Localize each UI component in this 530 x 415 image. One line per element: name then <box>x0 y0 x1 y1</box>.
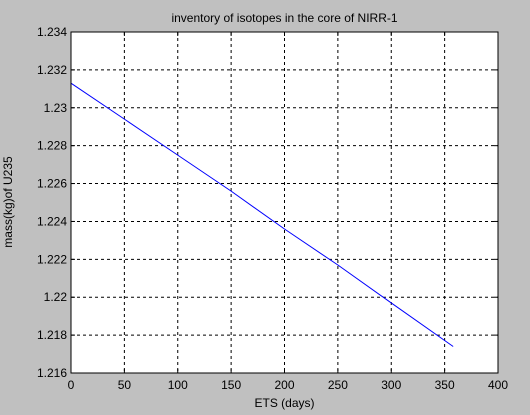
y-tick-label: 1.222 <box>37 252 67 266</box>
x-tick-label: 300 <box>381 378 401 392</box>
x-tick-labels: 0 50 100 150 200 250 300 350 400 <box>68 378 509 392</box>
y-tick-label: 1.23 <box>44 101 68 115</box>
x-tick-label: 150 <box>221 378 241 392</box>
series-line <box>70 82 454 347</box>
grid-layer <box>71 32 498 373</box>
x-axis-label: ETS (days) <box>254 396 314 410</box>
tick-layer <box>70 31 499 374</box>
y-tick-label: 1.22 <box>44 290 68 304</box>
y-tick-label: 1.224 <box>37 214 67 228</box>
y-tick-label: 1.232 <box>37 63 67 77</box>
y-tick-label: 1.218 <box>37 328 67 342</box>
x-tick-label: 400 <box>488 378 508 392</box>
y-tick-label: 1.228 <box>37 139 67 153</box>
y-tick-label: 1.226 <box>37 177 67 191</box>
y-axis-label: mass(kg)of U235 <box>1 156 15 248</box>
y-tick-label: 1.216 <box>37 366 67 380</box>
x-tick-label: 0 <box>68 378 75 392</box>
y-tick-labels: 1.216 1.218 1.22 1.222 1.224 1.226 1.228 1.23 1.… <box>37 25 67 380</box>
x-tick-label: 250 <box>328 378 348 392</box>
chart-title: inventory of isotopes in the core of NIR… <box>171 11 397 25</box>
x-tick-label: 200 <box>274 378 294 392</box>
x-tick-label: 50 <box>118 378 132 392</box>
series-layer <box>70 82 454 347</box>
x-tick-label: 100 <box>168 378 188 392</box>
x-tick-label: 350 <box>435 378 455 392</box>
y-tick-label: 1.234 <box>37 25 67 39</box>
